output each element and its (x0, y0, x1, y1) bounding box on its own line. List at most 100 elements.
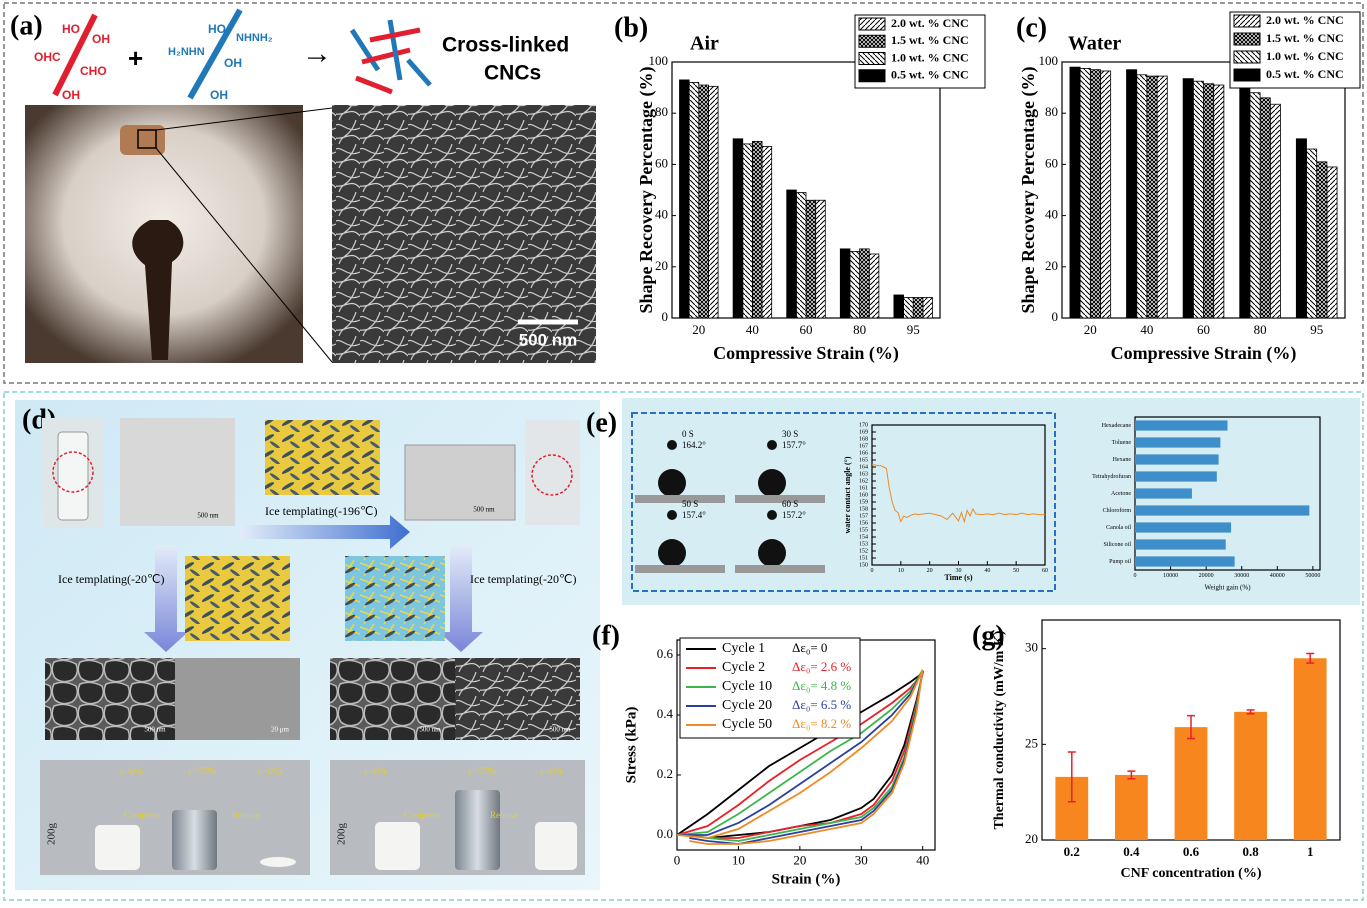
y-tick-label: 163 (859, 471, 868, 477)
y-tick-label: 156 (859, 520, 868, 526)
x-tick-label: 30000 (1234, 573, 1249, 579)
process-arrow (439, 545, 483, 652)
bar (1174, 727, 1208, 840)
y-tick-label: 100 (649, 53, 669, 68)
molecule-stick (187, 8, 243, 100)
bar (786, 189, 797, 319)
x-axis-label: Compressive Strain (%) (713, 343, 899, 364)
x-axis-label: CNF concentration (%) (1120, 866, 1261, 881)
bar (1135, 437, 1221, 448)
product-label: CNCs (484, 62, 541, 85)
y-tick-label: 40 (1045, 207, 1058, 222)
reaction-arrow: → (302, 37, 332, 70)
y-tick-label: 60 (655, 155, 668, 170)
x-tick-label: 40 (746, 322, 759, 337)
scale-label: 20 μm (271, 726, 290, 734)
data-line (872, 464, 1045, 524)
bar (815, 199, 826, 319)
bar (679, 79, 690, 319)
chem-label: OHC (34, 50, 61, 64)
bar (839, 248, 851, 319)
y-tick-label: 80 (1045, 104, 1058, 119)
y-tick-label: 40 (655, 207, 668, 222)
y-tick-label: 167 (859, 443, 868, 449)
bar (1326, 166, 1338, 319)
strain-label: ε=0% (540, 766, 563, 777)
bar (1295, 138, 1307, 319)
y-tick-label: 0.0 (657, 826, 673, 841)
y-tick-label: 20 (1025, 831, 1038, 846)
legend-label: 1.5 wt. % CNC (891, 33, 969, 47)
y-tick-label: Hexadecane (1102, 423, 1132, 429)
legend-swatch (858, 34, 886, 48)
sem-image (175, 658, 300, 740)
y-tick-label: 162 (859, 478, 868, 484)
process-label: Ice templating(-196℃) (265, 504, 377, 518)
droplet-angle: 157.7° (782, 440, 806, 450)
y-tick-label: 0 (1052, 309, 1059, 324)
panel-label: (b) (614, 12, 648, 43)
y-tick-label: 152 (859, 548, 868, 554)
bar (1135, 471, 1217, 482)
panel-border (3, 391, 1364, 901)
x-tick-label: 40 (984, 568, 990, 574)
process-arrow (144, 545, 188, 652)
product-label: Cross-linked (442, 34, 569, 57)
x-axis-label: Compressive Strain (%) (1111, 343, 1297, 364)
highlight (531, 454, 573, 496)
panel-label: (a) (10, 10, 43, 41)
bar (708, 85, 719, 319)
droplet (658, 539, 686, 567)
x-tick-label: 20 (793, 853, 806, 868)
bar (752, 140, 763, 319)
x-tick-label: 0 (674, 853, 681, 868)
y-tick-label: 157 (859, 513, 868, 519)
scale-label: 500 nm (144, 726, 166, 734)
x-tick-label: 95 (907, 322, 920, 337)
y-tick-label: 0.4 (657, 706, 674, 721)
x-axis-label: Time (s) (944, 573, 972, 582)
panel-label: (e) (586, 407, 617, 438)
bar (1156, 75, 1168, 319)
scale-label: 500 nm (519, 330, 578, 349)
annotation: Δε₀= 6.5 % (792, 697, 851, 712)
y-tick-label: 154 (859, 534, 868, 540)
molecule-stick (52, 13, 98, 97)
x-tick-label: 95 (1310, 322, 1323, 337)
weight-label: 200g (336, 823, 348, 846)
bar (1115, 774, 1148, 840)
strain-label: ε=0% (364, 766, 387, 777)
strain-label: ε=77% (188, 766, 216, 777)
y-tick-label: 159 (859, 499, 868, 505)
chart-title: Air (690, 33, 719, 55)
annotation: Δε₀= 8.2 % (792, 716, 851, 731)
bar (1135, 488, 1192, 499)
y-tick-label: Chloroform (1103, 507, 1132, 514)
x-tick-label: 60 (1042, 568, 1048, 574)
y-tick-label: 160 (859, 492, 868, 498)
plus-sign: + (128, 43, 143, 73)
schematic (265, 420, 380, 495)
x-tick-label: 0.8 (1242, 844, 1259, 859)
scale-label: 500 nm (419, 726, 441, 734)
strain-label: ε=77% (468, 766, 496, 777)
y-tick-label: 166 (859, 450, 868, 456)
legend-label: Cycle 50 (722, 717, 772, 732)
y-tick-label: Canola oil (1106, 525, 1131, 531)
legend-swatch (1233, 32, 1261, 46)
x-tick-label: 40 (916, 853, 929, 868)
bar (1069, 66, 1081, 319)
x-tick-label: 10 (898, 568, 904, 574)
bar (1239, 83, 1251, 319)
x-tick-label: 10000 (1163, 573, 1178, 579)
panel-border (3, 2, 1364, 384)
chart-title: Water (1068, 33, 1121, 55)
process-label: Ice templating(-20℃) (470, 572, 576, 586)
legend-label: 0.5 wt. % CNC (1266, 67, 1344, 81)
bar (1135, 539, 1226, 550)
x-tick-label: 0.4 (1123, 844, 1140, 859)
bar (1135, 420, 1228, 431)
action-label: Compress (404, 810, 440, 820)
x-tick-label: 30 (855, 853, 868, 868)
droplet (667, 440, 677, 450)
